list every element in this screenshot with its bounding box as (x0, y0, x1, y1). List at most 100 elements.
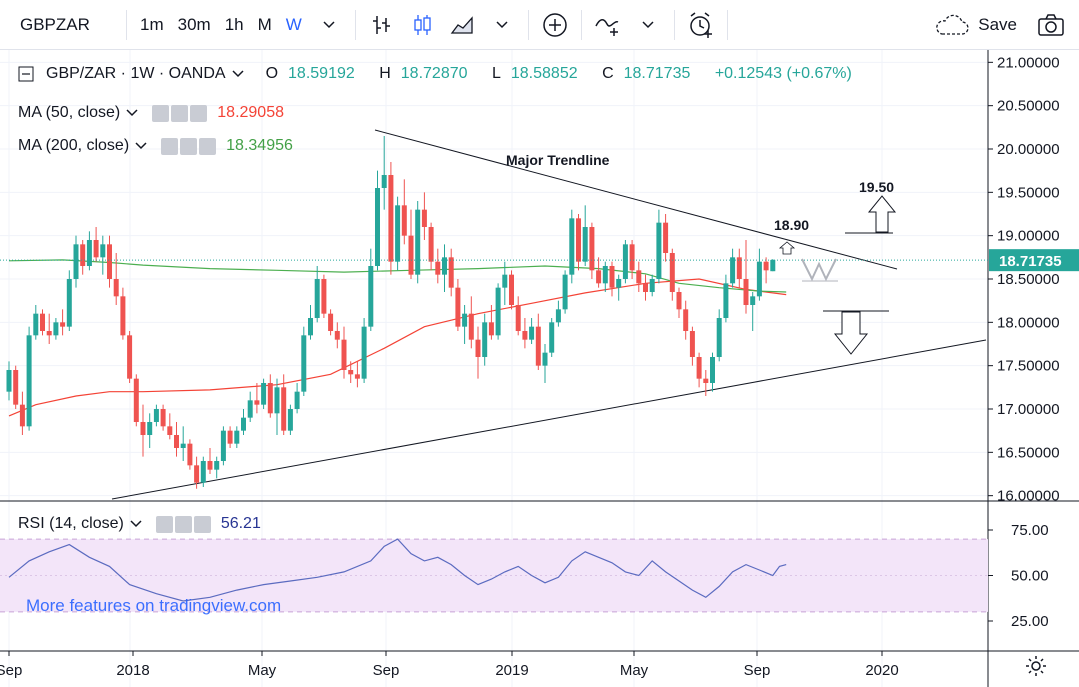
candle-body (254, 400, 260, 405)
candle-body (562, 274, 568, 310)
save-label: Save (978, 15, 1017, 34)
symbol-search[interactable]: GBPZAR (0, 0, 120, 50)
timeframe-label: 30m (177, 14, 211, 34)
candle-body (549, 322, 555, 353)
candle-body (582, 227, 588, 262)
gear-icon[interactable] (180, 137, 198, 155)
gear-icon[interactable] (1025, 655, 1047, 677)
candle-body (113, 279, 119, 297)
close-icon[interactable] (199, 137, 217, 155)
candle-body (696, 357, 702, 379)
open-value: 18.59192 (288, 65, 355, 82)
chart-canvas[interactable]: Major Trendline 19.50 18.90 21.00000 20.5000… (0, 50, 1079, 687)
trendline-label: Major Trendline (506, 152, 610, 168)
candle-body (710, 357, 715, 383)
candle-body (535, 326, 541, 366)
candle-body (649, 279, 655, 292)
timeframe-30m[interactable]: 30m (171, 0, 218, 50)
ohlc-values: O 18.59192 H 18.72870 L 18.58852 C 18.71735 … (266, 65, 862, 83)
timeframe-month[interactable]: M (251, 0, 279, 50)
gear-icon[interactable] (171, 104, 189, 122)
rsi-tick-label: 75.00 (1011, 522, 1049, 539)
bars-icon (372, 15, 390, 34)
candle-body (107, 244, 112, 279)
candle-body (448, 257, 454, 288)
candle-body (354, 374, 360, 379)
alert-button[interactable] (681, 0, 721, 50)
indicators-dropdown[interactable] (628, 0, 668, 50)
candle-body (53, 322, 59, 336)
timeframe-label: 1h (224, 14, 244, 34)
candle-body (40, 313, 45, 331)
close-icon[interactable] (193, 515, 211, 533)
bar-style-button[interactable] (362, 0, 402, 50)
close-key: C (602, 65, 614, 82)
eye-icon[interactable] (161, 137, 179, 155)
price-tick-label: 19.00000 (997, 228, 1060, 245)
candle-body (261, 383, 267, 405)
gear-icon[interactable] (174, 515, 192, 533)
watermark-link[interactable]: More features on tradingview.com (26, 596, 282, 615)
area-style-button[interactable] (442, 0, 482, 50)
candle-body (66, 279, 72, 327)
timeframe-label: W (285, 14, 302, 34)
candle-body (287, 409, 293, 431)
candle-body (435, 261, 441, 275)
price-tick-label: 19.50000 (997, 184, 1060, 201)
timeframe-week[interactable]: W (279, 0, 309, 50)
price-tick-label: 21.00000 (997, 54, 1060, 71)
eye-icon[interactable] (155, 515, 173, 533)
chevron-down-icon[interactable] (126, 109, 138, 117)
candle-body (174, 435, 179, 448)
chevron-down-icon[interactable] (135, 142, 147, 150)
save-button[interactable]: Save (934, 0, 1017, 50)
candle-body (401, 205, 407, 236)
price-tick-label: 17.00000 (997, 401, 1060, 418)
candle-body (348, 370, 354, 375)
candle-body (770, 259, 776, 272)
candle-body (13, 370, 19, 405)
price-tick-label: 18.00000 (997, 314, 1060, 331)
toolbar-divider (673, 9, 675, 40)
ma200-value: 18.34956 (226, 137, 293, 154)
candle-body (488, 322, 494, 336)
timeframe-1h[interactable]: 1h (218, 0, 251, 50)
candle-body (602, 266, 608, 284)
close-icon[interactable] (190, 104, 208, 122)
timeframe-1m[interactable]: 1m (133, 0, 171, 50)
candle-body (147, 422, 153, 435)
candle-body (247, 400, 253, 418)
eye-icon[interactable] (152, 104, 170, 122)
chevron-down-icon[interactable] (130, 520, 142, 528)
ma50-label: MA (50, close) (18, 104, 121, 121)
candle-body (468, 313, 474, 340)
last-price-label: 18.71735 (999, 253, 1062, 270)
compare-add-button[interactable] (535, 0, 575, 50)
candle-body (321, 279, 327, 314)
timeframe-dropdown[interactable] (309, 0, 349, 50)
snapshot-button[interactable] (1037, 0, 1065, 50)
candle-body (442, 257, 447, 275)
price-tick-label: 18.50000 (997, 271, 1060, 288)
candle-body (596, 270, 602, 284)
candle-body (509, 274, 514, 305)
candle-style-button[interactable] (402, 0, 442, 50)
chevron-down-icon (323, 20, 335, 28)
candle-body (80, 244, 86, 266)
chevron-down-icon[interactable] (232, 70, 244, 78)
change-value: +0.12543 (+0.67%) (714, 65, 852, 82)
candle-body (241, 417, 246, 431)
candle-body (736, 257, 742, 279)
indicators-button[interactable] (588, 0, 628, 50)
candle-body (180, 443, 186, 448)
lower-trendline (111, 339, 987, 500)
toolbar-divider (527, 9, 529, 40)
chart-style-dropdown[interactable] (482, 0, 522, 50)
candle-body (730, 257, 736, 284)
candle-body (334, 331, 340, 340)
chevron-down-icon (642, 20, 654, 28)
candle-body (576, 218, 581, 262)
ma50-line (8, 278, 787, 417)
collapse-icon[interactable] (18, 66, 34, 82)
price-tick-label: 20.50000 (997, 98, 1060, 115)
